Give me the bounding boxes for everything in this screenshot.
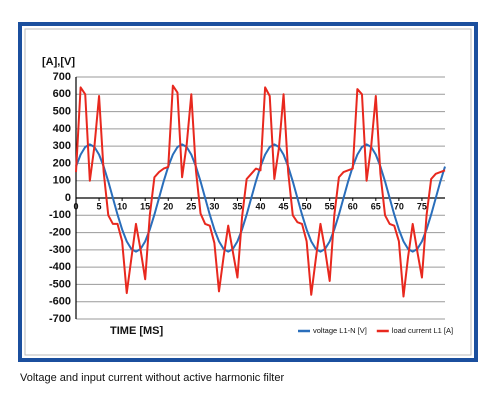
x-tick-label: 15 [140,201,150,211]
x-tick-label: 65 [371,201,381,211]
x-tick-label: 30 [209,201,219,211]
legend-label: load current L1 [A] [392,326,453,335]
legend-label: voltage L1-N [V] [313,326,367,335]
x-tick-label: 5 [97,201,102,211]
x-tick-label: 0 [73,201,78,211]
y-tick-label: 100 [53,175,71,187]
y-tick-label: -300 [49,244,71,256]
x-tick-label: 40 [255,201,265,211]
y-tick-label: -200 [49,226,71,238]
series-line [75,84,446,298]
y-tick-label: 600 [53,88,71,100]
y-tick-label: 400 [53,123,71,135]
frame [18,22,478,362]
y-tick-label: -400 [49,261,71,273]
x-tick-label: 70 [394,201,404,211]
y-axis-label: [A],[V] [42,56,75,68]
frame-inner [24,28,472,356]
x-tick-label: 60 [348,201,358,211]
y-tick-label: -500 [49,278,71,290]
y-tick-label: -100 [49,209,71,221]
y-tick-label: -600 [49,296,71,308]
y-tick-label: 700 [53,71,71,83]
caption: Voltage and input current without active… [20,372,284,384]
y-tick-label: 200 [53,157,71,169]
x-tick-label: 25 [186,201,196,211]
x-tick-label: 75 [417,201,427,211]
x-tick-label: 10 [117,201,127,211]
y-tick-label: 0 [65,192,71,204]
x-tick-label: 20 [163,201,173,211]
y-tick-label: 300 [53,140,71,152]
x-axis-label: TIME [MS] [110,325,163,337]
x-tick-label: 45 [279,201,289,211]
y-tick-label: 500 [53,105,71,117]
x-tick-label: 50 [302,201,312,211]
x-tick-label: 55 [325,201,335,211]
x-tick-label: 35 [232,201,242,211]
y-tick-label: -700 [49,313,71,325]
